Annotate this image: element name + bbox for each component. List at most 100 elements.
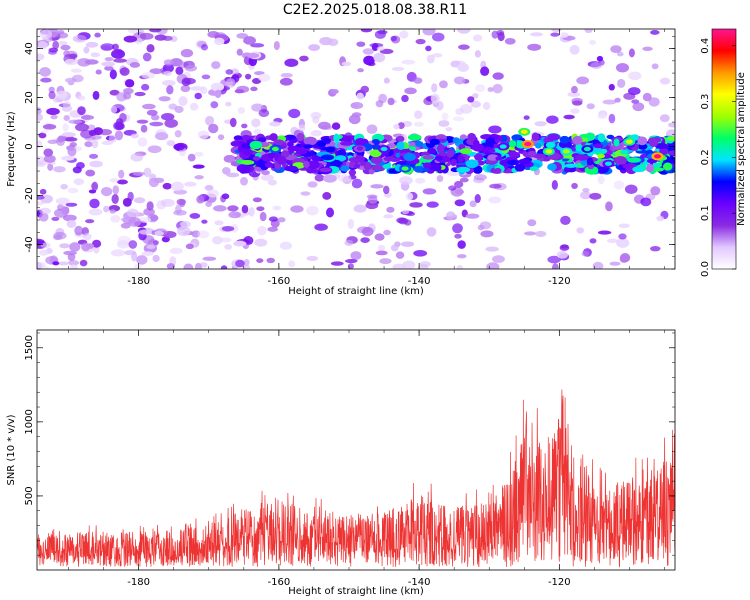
heatmap-cell: [387, 97, 395, 106]
heatmap-cell: [592, 261, 604, 269]
heatmap-cell: [497, 31, 505, 42]
heatmap-cell: [109, 209, 116, 214]
heatmap-cell: [84, 59, 99, 65]
heatmap-cell: [70, 68, 83, 73]
heatmap-cell: [624, 184, 638, 195]
heatmap-cell: [251, 118, 261, 128]
heatmap-cell: [142, 52, 152, 62]
heatmap-cell: [422, 155, 435, 160]
colorbar-tick-label: 0.2: [700, 149, 711, 165]
heatmap-cell: [430, 164, 442, 172]
heatmap-cell: [340, 165, 350, 172]
heatmap-cell: [220, 194, 227, 203]
heatmap-cell: [37, 41, 48, 50]
heatmap-cell: [650, 245, 661, 252]
heatmap-cell: [85, 243, 94, 249]
heatmap-cell: [154, 132, 169, 141]
heatmap-cell: [607, 238, 618, 244]
heatmap-cell: [480, 66, 490, 77]
heatmap-cell: [197, 230, 210, 239]
heatmap-cell: [101, 140, 114, 146]
heatmap-cell: [307, 160, 320, 170]
heatmap-cell: [651, 63, 659, 70]
snr-series-line: [37, 389, 675, 568]
snr-y-tick-label: 1000: [24, 409, 35, 434]
heatmap-cell: [76, 162, 85, 169]
heatmap-cell: [597, 153, 605, 159]
heatmap-cell: [597, 114, 607, 120]
heatmap-cell: [38, 249, 49, 256]
heatmap-cell: [39, 67, 51, 77]
snr-line-plot: [37, 389, 675, 568]
heatmap-cell: [37, 107, 42, 115]
heatmap-cell: [583, 146, 591, 152]
heatmap-cell: [436, 175, 444, 183]
heatmap-cell: [251, 103, 264, 112]
heatmap-cell: [236, 48, 243, 56]
heatmap-cell: [137, 137, 148, 147]
heatmap-cell: [243, 36, 257, 45]
heatmap-cell: [211, 61, 221, 70]
heatmap-cell: [89, 198, 100, 209]
heatmap-cell: [170, 181, 184, 192]
heatmap-cell: [452, 137, 460, 143]
heatmap-cell: [303, 160, 310, 168]
heatmap-cell: [419, 261, 431, 268]
heatmap-cell: [322, 138, 332, 144]
heatmap-cell: [204, 184, 214, 191]
heatmap-cell: [576, 227, 585, 234]
heatmap-cell: [668, 155, 675, 164]
heatmap-cell: [190, 86, 205, 91]
heatmap-cell: [66, 219, 77, 228]
heatmap-cell: [194, 262, 202, 269]
heatmap-cell: [266, 257, 275, 264]
heatmap-cell: [271, 146, 279, 152]
heatmap-cell: [104, 65, 114, 71]
heatmap-cell: [619, 254, 629, 263]
heatmap-cell: [402, 209, 410, 215]
heatmap-cell: [80, 115, 95, 120]
heatmap-cell: [545, 149, 553, 154]
heatmap-cell: [331, 122, 341, 130]
heatmap-cell: [222, 166, 231, 175]
heatmap-cell: [56, 32, 69, 39]
heatmap-cell: [224, 244, 233, 250]
heatmap-cell: [50, 114, 58, 120]
colorbar-tick-label: 0.4: [700, 38, 711, 54]
heatmap-cell: [202, 256, 217, 261]
heatmap-cell: [492, 72, 504, 80]
heatmap-cell: [267, 179, 278, 186]
heatmap-cell: [53, 166, 66, 173]
heatmap-cell: [71, 74, 84, 83]
heatmap-cell: [614, 156, 627, 165]
heatmap-cell: [659, 114, 670, 123]
heatmap-cell: [319, 167, 332, 172]
heatmap-cell: [494, 167, 502, 174]
heatmap-cell: [616, 51, 624, 57]
heatmap-cell: [139, 32, 154, 40]
heatmap-cell: [350, 101, 364, 110]
heatmap-cell: [303, 144, 313, 149]
heatmap-cell: [488, 125, 502, 134]
heatmap-cell: [514, 163, 525, 172]
heatmap-cell: [149, 29, 162, 33]
heatmap-cell: [180, 48, 194, 58]
heatmap-cell: [77, 95, 86, 101]
heatmap-cell: [375, 250, 388, 256]
heatmap-cell: [545, 141, 556, 149]
heatmap-cell: [109, 178, 119, 183]
heatmap-cell: [140, 124, 148, 133]
heatmap-cell: [477, 224, 485, 231]
heatmap-cell: [116, 118, 124, 125]
page-title: C2E2.2025.018.08.38.R11: [282, 2, 468, 18]
heatmap-cell: [426, 54, 435, 64]
heatmap-cell: [79, 259, 88, 267]
heatmap-cell: [176, 226, 191, 237]
heatmap-cell: [77, 106, 86, 116]
heatmap-cell: [55, 197, 70, 205]
heatmap-cell: [456, 166, 471, 173]
heatmap-cell: [250, 86, 258, 92]
heatmap-cell: [531, 132, 540, 142]
heatmap-cell: [129, 62, 141, 68]
